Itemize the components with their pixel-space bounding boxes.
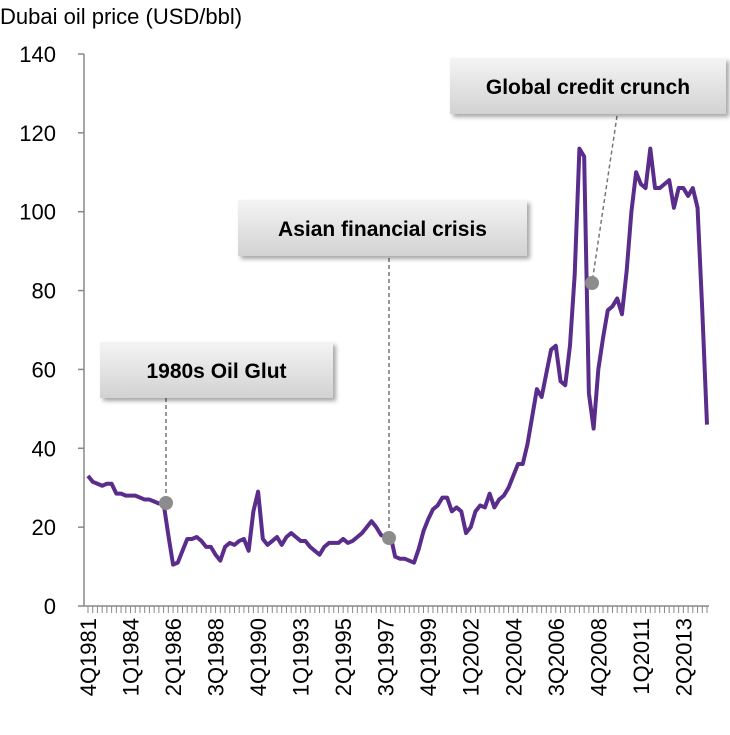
callout-dot xyxy=(585,276,599,290)
x-tick-label: 1Q1993 xyxy=(289,618,314,696)
y-tick-label: 100 xyxy=(19,200,56,225)
x-tick-label: 2Q1986 xyxy=(161,618,186,696)
x-tick-label: 4Q1990 xyxy=(246,618,271,696)
x-tick-label: 3Q2006 xyxy=(544,618,569,696)
x-tick-label: 1Q2002 xyxy=(459,618,484,696)
x-tick-label: 2Q2013 xyxy=(671,618,696,696)
annotation: Asian financial crisis xyxy=(278,218,487,241)
callout-dot xyxy=(382,531,396,545)
annotation: 1980s Oil Glut xyxy=(146,360,286,383)
y-tick-label: 120 xyxy=(19,121,56,146)
y-tick-label: 40 xyxy=(32,436,56,461)
x-tick-label: 4Q1981 xyxy=(76,618,101,696)
y-tick-label: 60 xyxy=(32,357,56,382)
x-tick-label: 2Q1995 xyxy=(331,618,356,696)
callout-box xyxy=(238,200,527,256)
y-tick-label: 80 xyxy=(32,279,56,304)
x-tick-label: 4Q2008 xyxy=(586,618,611,696)
callout-box xyxy=(450,58,726,114)
callout-line xyxy=(591,115,618,284)
callout-dot xyxy=(159,496,173,510)
series-line xyxy=(86,146,709,567)
annotation: Global credit crunch xyxy=(486,76,690,99)
x-tick-label: 2Q2004 xyxy=(501,618,526,696)
y-tick-label: 140 xyxy=(19,42,56,67)
x-tick-label: 1Q1984 xyxy=(119,618,144,696)
chart-title: Dubai oil price (USD/bbl) xyxy=(0,4,242,29)
x-tick-label: 3Q1988 xyxy=(204,618,229,696)
x-tick-label: 4Q1999 xyxy=(416,618,441,696)
y-tick-label: 0 xyxy=(44,594,56,619)
callout-box xyxy=(100,342,333,398)
y-tick-label: 20 xyxy=(32,515,56,540)
x-tick-label: 1Q2011 xyxy=(629,618,654,695)
x-tick-label: 3Q1997 xyxy=(374,618,399,696)
